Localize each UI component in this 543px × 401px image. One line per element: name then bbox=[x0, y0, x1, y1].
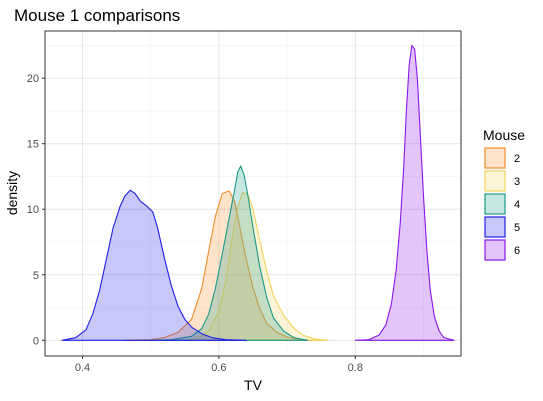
legend-key-5 bbox=[484, 216, 506, 238]
legend-label-3: 3 bbox=[514, 176, 520, 188]
x-tick-label: 0.4 bbox=[75, 362, 90, 374]
y-axis-ticks: 0 5 10 15 20 bbox=[27, 73, 45, 347]
y-axis-title: density bbox=[4, 171, 20, 215]
legend-key-6 bbox=[484, 239, 506, 261]
density-area-mouse-6 bbox=[354, 44, 455, 341]
density-area-mouse-3 bbox=[184, 191, 329, 341]
major-gridlines bbox=[45, 31, 461, 356]
y-tick-label: 15 bbox=[27, 139, 39, 151]
legend-label-4: 4 bbox=[514, 199, 520, 211]
density-area-mouse-2 bbox=[122, 190, 315, 341]
minor-gridlines bbox=[45, 31, 461, 356]
y-tick-label: 10 bbox=[27, 204, 39, 216]
x-tick-label: 0.6 bbox=[211, 362, 226, 374]
plot-border bbox=[44, 30, 462, 357]
x-axis-ticks: 0.4 0.6 0.8 bbox=[75, 356, 363, 374]
legend-label-2: 2 bbox=[514, 153, 520, 165]
density-area-mouse-4 bbox=[150, 165, 309, 341]
legend-label-6: 6 bbox=[514, 245, 520, 257]
y-tick-label: 5 bbox=[33, 270, 39, 282]
legend-key-4 bbox=[484, 193, 506, 215]
legend-key-2 bbox=[484, 147, 506, 169]
legend: Mouse 2 3 4 5 6 bbox=[483, 127, 525, 261]
legend-items: 2 3 4 5 6 bbox=[484, 147, 520, 261]
x-tick-label: 0.8 bbox=[348, 362, 363, 374]
legend-key-3 bbox=[484, 170, 506, 192]
density-series bbox=[61, 44, 455, 341]
y-tick-label: 20 bbox=[27, 73, 39, 85]
density-area-mouse-5 bbox=[61, 189, 247, 341]
y-tick-label: 0 bbox=[33, 335, 39, 347]
chart-title: Mouse 1 comparisons bbox=[14, 6, 180, 25]
x-axis-title: TV bbox=[244, 377, 263, 393]
legend-title: Mouse bbox=[483, 127, 525, 143]
legend-label-5: 5 bbox=[514, 222, 520, 234]
